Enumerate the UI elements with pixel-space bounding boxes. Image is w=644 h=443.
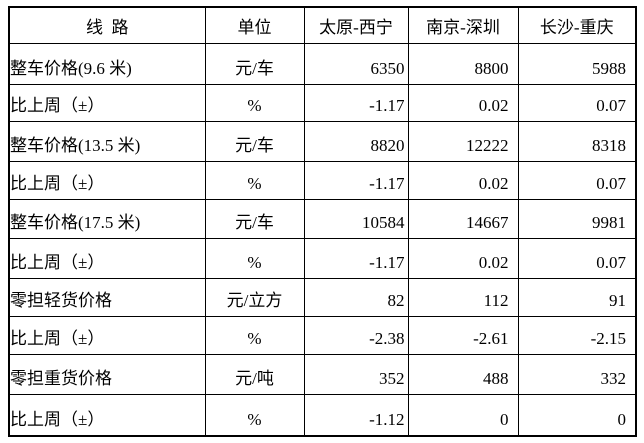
- row-label: 比上周（±）: [8, 315, 206, 355]
- table-row-wow-change: 比上周（±） % -1.17 0.02 0.07: [8, 237, 637, 279]
- col-header-unit: 单位: [204, 6, 305, 44]
- table-row-ltl-light-goods-price: 零担轻货价格 元/立方 82 112 91: [8, 277, 637, 317]
- value-cell: 352: [303, 353, 409, 395]
- row-label: 整车价格(17.5 米): [8, 198, 206, 239]
- value-cell: 0: [407, 393, 519, 437]
- table-row-wow-change: 比上周（±） % -1.17 0.02 0.07: [8, 83, 637, 122]
- unit-cell: %: [204, 237, 305, 279]
- value-cell: -2.15: [517, 315, 637, 355]
- unit-cell: %: [204, 83, 305, 122]
- value-cell: -2.61: [407, 315, 519, 355]
- row-label: 比上周（±）: [8, 393, 206, 437]
- value-cell: -1.17: [303, 237, 409, 279]
- value-cell: 6350: [303, 42, 409, 85]
- value-cell: 10584: [303, 198, 409, 239]
- header-row: 线 路 单位 太原-西宁 南京-深圳 长沙-重庆: [8, 6, 637, 44]
- unit-cell: %: [204, 160, 305, 200]
- row-label: 比上周（±）: [8, 237, 206, 279]
- value-cell: 0.07: [517, 160, 637, 200]
- row-label: 整车价格(9.6 米): [8, 42, 206, 85]
- row-label: 整车价格(13.5 米): [8, 120, 206, 162]
- row-label: 比上周（±）: [8, 160, 206, 200]
- table-row-full-truck-17-5m-price: 整车价格(17.5 米) 元/车 10584 14667 9981: [8, 198, 637, 239]
- table-row-full-truck-9-6m-price: 整车价格(9.6 米) 元/车 6350 8800 5988: [8, 42, 637, 85]
- value-cell: -1.12: [303, 393, 409, 437]
- value-cell: 91: [517, 277, 637, 317]
- unit-cell: 元/立方: [204, 277, 305, 317]
- value-cell: -1.17: [303, 160, 409, 200]
- unit-cell: 元/车: [204, 42, 305, 85]
- value-cell: 0.02: [407, 83, 519, 122]
- value-cell: 12222: [407, 120, 519, 162]
- value-cell: 0.07: [517, 83, 637, 122]
- unit-cell: 元/车: [204, 120, 305, 162]
- value-cell: 112: [407, 277, 519, 317]
- col-header-changsha-chongqing: 长沙-重庆: [517, 6, 637, 44]
- row-label: 零担重货价格: [8, 353, 206, 395]
- row-label: 比上周（±）: [8, 83, 206, 122]
- value-cell: 0: [517, 393, 637, 437]
- value-cell: 9981: [517, 198, 637, 239]
- col-header-nanjing-shenzhen: 南京-深圳: [407, 6, 519, 44]
- value-cell: 8318: [517, 120, 637, 162]
- value-cell: 0.07: [517, 237, 637, 279]
- value-cell: -2.38: [303, 315, 409, 355]
- value-cell: 0.02: [407, 237, 519, 279]
- value-cell: 488: [407, 353, 519, 395]
- unit-cell: %: [204, 393, 305, 437]
- table-row-ltl-heavy-goods-price: 零担重货价格 元/吨 352 488 332: [8, 353, 637, 395]
- unit-cell: %: [204, 315, 305, 355]
- value-cell: 332: [517, 353, 637, 395]
- table-row-wow-change: 比上周（±） % -1.17 0.02 0.07: [8, 160, 637, 200]
- freight-price-table: 线 路 单位 太原-西宁 南京-深圳 长沙-重庆 整车价格(9.6 米) 元/车…: [8, 6, 637, 437]
- table-row-wow-change: 比上周（±） % -1.12 0 0: [8, 393, 637, 437]
- unit-cell: 元/车: [204, 198, 305, 239]
- table-row-full-truck-13-5m-price: 整车价格(13.5 米) 元/车 8820 12222 8318: [8, 120, 637, 162]
- table-row-wow-change: 比上周（±） % -2.38 -2.61 -2.15: [8, 315, 637, 355]
- value-cell: 14667: [407, 198, 519, 239]
- value-cell: 82: [303, 277, 409, 317]
- value-cell: 8800: [407, 42, 519, 85]
- col-header-taiyuan-xining: 太原-西宁: [303, 6, 409, 44]
- unit-cell: 元/吨: [204, 353, 305, 395]
- value-cell: 8820: [303, 120, 409, 162]
- value-cell: 0.02: [407, 160, 519, 200]
- col-header-route: 线 路: [8, 6, 206, 44]
- value-cell: -1.17: [303, 83, 409, 122]
- value-cell: 5988: [517, 42, 637, 85]
- row-label: 零担轻货价格: [8, 277, 206, 317]
